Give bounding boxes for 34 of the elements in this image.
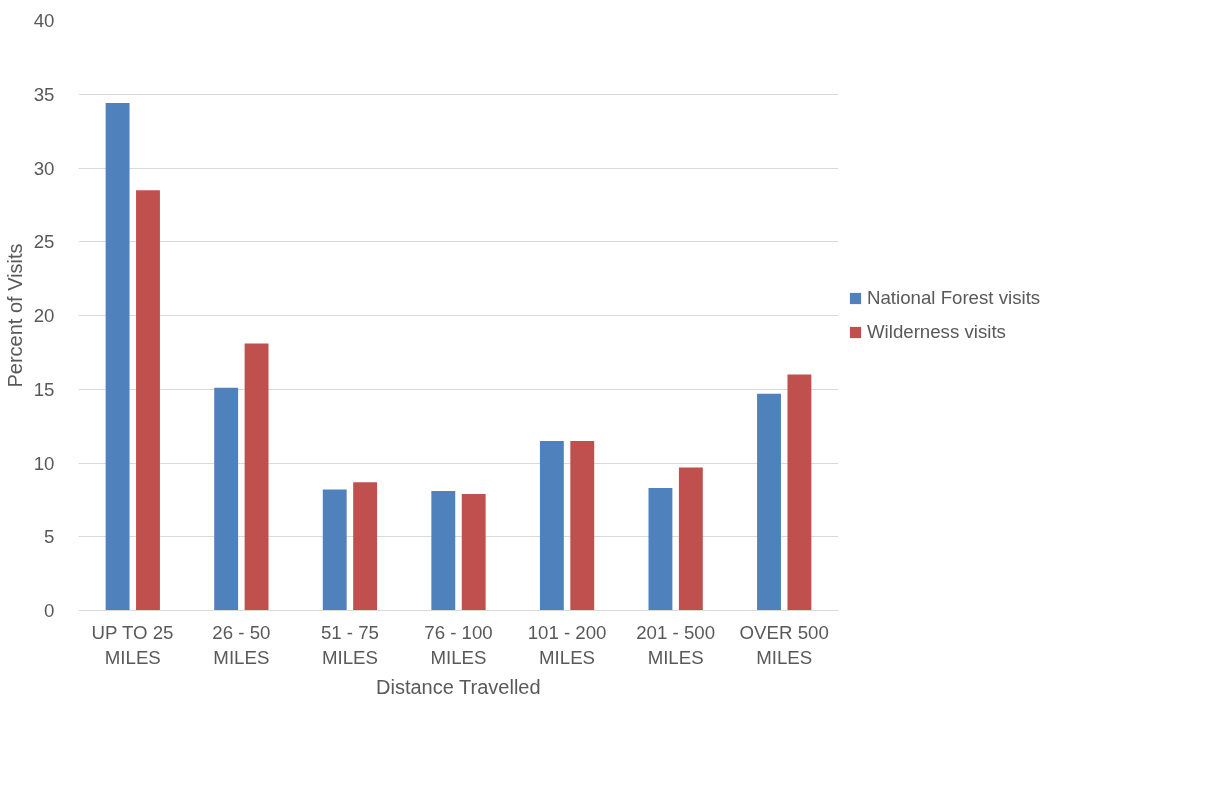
- x-tick-label: UP TO 25 MILES: [91, 621, 174, 668]
- y-tick-label: 20: [33, 305, 55, 326]
- bar: [431, 491, 456, 611]
- x-tick-label: OVER 500 MILES: [739, 621, 829, 668]
- y-axis-title: Percent of Visits: [3, 243, 26, 388]
- y-tick-label: 40: [33, 10, 55, 31]
- bar: [105, 103, 130, 611]
- bar: [570, 440, 595, 611]
- bar: [136, 190, 160, 611]
- y-tick-label: 5: [44, 526, 55, 548]
- y-tick-label: 25: [33, 231, 55, 253]
- y-tick-label: 35: [33, 83, 55, 105]
- x-tick-label: 101 - 200 MILES: [527, 621, 607, 668]
- bar: [648, 488, 673, 611]
- x-axis-title: Distance Travelled: [376, 675, 541, 698]
- legend-label: Wilderness visits: [867, 321, 1006, 343]
- bar: [244, 343, 269, 611]
- legend-label: National Forest visits: [867, 287, 1041, 309]
- bar: [757, 393, 781, 611]
- y-tick-label: 0: [44, 600, 55, 621]
- bar: [322, 489, 347, 611]
- bar: [787, 374, 812, 611]
- y-tick-label: 10: [33, 452, 55, 474]
- x-tick-label: 51 - 75 MILES: [320, 621, 379, 668]
- x-tick-label: 26 - 50 MILES: [212, 621, 271, 668]
- x-tick-label: 201 - 500 MILES: [636, 621, 716, 668]
- y-tick-label: 15: [33, 378, 55, 400]
- bar: [353, 482, 378, 611]
- bar: [678, 467, 703, 611]
- x-tick-label: 76 - 100 MILES: [424, 621, 493, 668]
- bar: [539, 440, 564, 611]
- bar: [214, 387, 239, 611]
- y-tick-label: 30: [33, 157, 55, 179]
- bar: [461, 493, 486, 611]
